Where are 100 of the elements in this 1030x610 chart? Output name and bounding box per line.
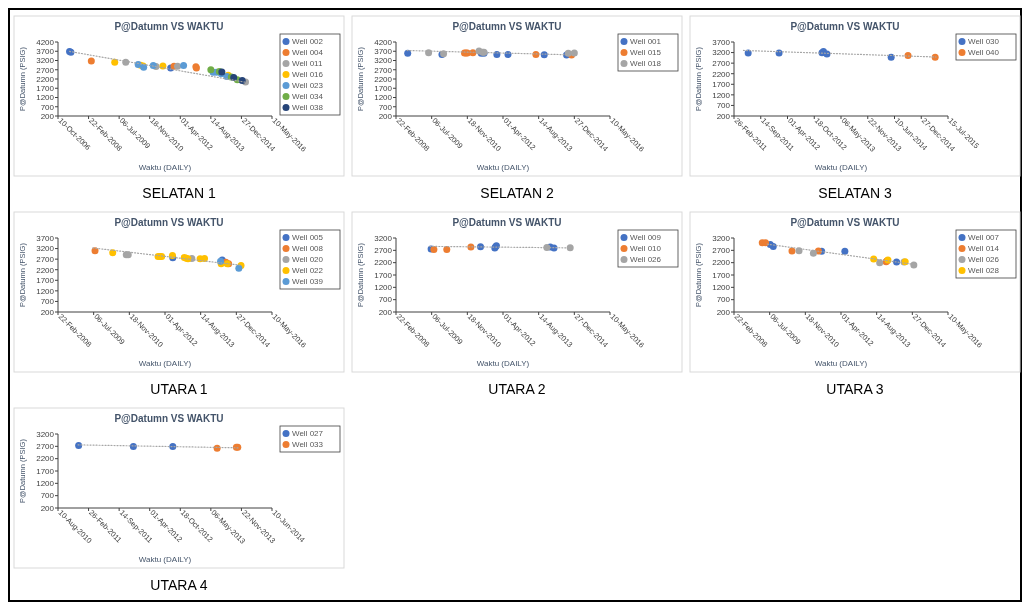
y-tick-label: 700 [716, 295, 731, 305]
legend-label: Well 028 [968, 266, 1000, 276]
y-tick-label: 700 [378, 102, 393, 112]
y-tick-label: 3200 [712, 233, 731, 243]
y-tick-label: 700 [40, 491, 55, 501]
legend-label: Well 030 [968, 37, 1000, 47]
y-tick-label: 1200 [36, 93, 55, 103]
legend-label: Well 027 [292, 429, 324, 439]
y-tick-label: 1200 [36, 479, 55, 489]
y-tick-label: 200 [378, 307, 393, 317]
x-axis-title: Waktu (DAILY) [814, 163, 868, 172]
legend-label: Well 038 [292, 103, 324, 113]
legend-label: Well 005 [292, 233, 324, 243]
legend-label: Well 022 [292, 266, 324, 276]
y-tick-label: 1200 [712, 90, 731, 100]
y-tick-label: 3200 [36, 244, 55, 254]
y-tick-label: 3200 [374, 233, 393, 243]
y-tick-label: 2700 [36, 65, 55, 75]
text: SELATAN 3 [818, 185, 892, 201]
x-axis-title: Waktu (DAILY) [476, 359, 530, 368]
y-tick-label: 2700 [36, 442, 55, 452]
legend-label: Well 002 [292, 37, 324, 47]
y-tick-label: 3700 [712, 37, 731, 47]
y-tick-label: 4200 [374, 37, 393, 47]
y-tick-label: 3700 [36, 233, 55, 243]
y-tick-label: 2200 [712, 69, 731, 79]
y-tick-label: 200 [378, 111, 393, 121]
legend-label: Well 015 [630, 48, 662, 58]
y-tick-label: 1700 [36, 84, 55, 94]
x-axis-title: Waktu (DAILY) [138, 163, 192, 172]
y-tick-label: 3200 [374, 56, 393, 66]
chart-title: P@Datumn VS WAKTU [790, 21, 900, 32]
legend-label: Well 011 [292, 59, 323, 69]
x-axis-title: Waktu (DAILY) [138, 359, 192, 368]
y-tick-label: 1700 [712, 270, 731, 280]
legend-label: Well 014 [968, 244, 1000, 254]
legend-label: Well 001 [630, 37, 662, 47]
y-tick-label: 2200 [36, 74, 55, 84]
y-tick-label: 200 [716, 111, 731, 121]
chart-title: P@Datumn VS WAKTU [114, 21, 224, 32]
legend-label: Well 026 [968, 255, 1000, 265]
legend-label: Well 026 [630, 255, 662, 265]
y-tick-label: 1700 [36, 466, 55, 476]
x-axis-title: Waktu (DAILY) [814, 359, 868, 368]
chart-title: P@Datumn VS WAKTU [114, 413, 224, 424]
chart-title: P@Datumn VS WAKTU [452, 217, 562, 228]
legend-label: Well 004 [292, 48, 324, 58]
y-tick-label: 3200 [36, 429, 55, 439]
y-tick-label: 1200 [712, 283, 731, 293]
legend-label: Well 020 [292, 255, 324, 265]
text: UTARA 1 [150, 381, 208, 397]
legend-label: Well 009 [630, 233, 662, 243]
y-tick-label: 3700 [36, 47, 55, 57]
text: UTARA 4 [150, 577, 208, 593]
text: SELATAN 2 [480, 185, 554, 201]
y-tick-label: 700 [378, 295, 393, 305]
y-tick-label: 1200 [36, 286, 55, 296]
legend-label: Well 018 [630, 59, 662, 69]
y-tick-label: 2700 [374, 246, 393, 256]
legend-label: Well 016 [292, 70, 324, 80]
legend-label: Well 023 [292, 81, 324, 91]
y-tick-label: 2700 [36, 254, 55, 264]
legend-label: Well 039 [292, 277, 324, 287]
y-tick-label: 2200 [374, 258, 393, 268]
legend-label: Well 034 [292, 92, 324, 102]
y-tick-label: 2700 [374, 65, 393, 75]
text: UTARA 2 [488, 381, 546, 397]
legend-label: Well 010 [630, 244, 662, 254]
y-tick-label: 1700 [36, 276, 55, 286]
legend-label: Well 008 [292, 244, 324, 254]
y-tick-label: 2200 [36, 454, 55, 464]
y-tick-label: 2700 [712, 246, 731, 256]
chart-title: P@Datumn VS WAKTU [452, 21, 562, 32]
y-tick-label: 1200 [374, 93, 393, 103]
y-tick-label: 200 [40, 307, 55, 317]
y-tick-label: 1700 [374, 84, 393, 94]
chart-title: P@Datumn VS WAKTU [114, 217, 224, 228]
y-tick-label: 2700 [712, 58, 731, 68]
y-tick-label: 1200 [374, 283, 393, 293]
y-tick-label: 2200 [374, 74, 393, 84]
y-tick-label: 2200 [712, 258, 731, 268]
legend-label: Well 033 [292, 440, 324, 450]
y-tick-label: 1700 [712, 80, 731, 90]
text: UTARA 3 [826, 381, 884, 397]
y-tick-label: 200 [40, 503, 55, 513]
y-tick-label: 3200 [36, 56, 55, 66]
y-tick-label: 1700 [374, 270, 393, 280]
x-axis-title: Waktu (DAILY) [476, 163, 530, 172]
x-axis-title: Waktu (DAILY) [138, 555, 192, 564]
y-tick-label: 3200 [712, 48, 731, 58]
y-tick-label: 200 [716, 307, 731, 317]
legend-label: Well 040 [968, 48, 1000, 58]
y-tick-label: 700 [716, 101, 731, 111]
y-tick-label: 700 [40, 297, 55, 307]
y-tick-label: 2200 [36, 265, 55, 275]
legend-label: Well 007 [968, 233, 1000, 243]
text: SELATAN 1 [142, 185, 216, 201]
y-tick-label: 200 [40, 111, 55, 121]
y-tick-label: 3700 [374, 47, 393, 57]
y-tick-label: 4200 [36, 37, 55, 47]
